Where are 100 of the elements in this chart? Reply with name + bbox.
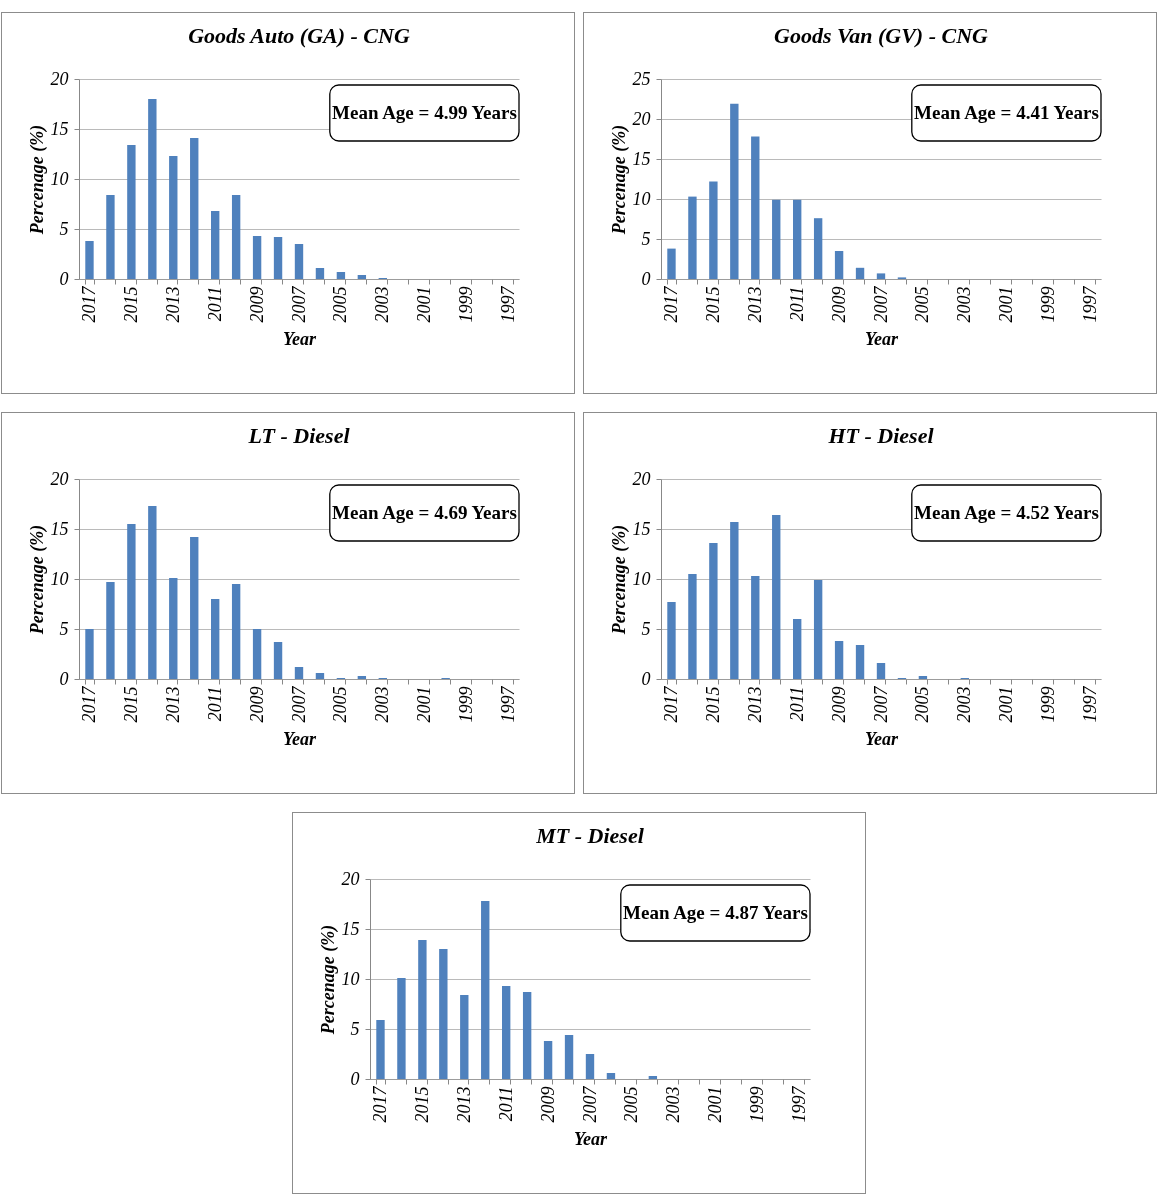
y-tick-label: 10 — [632, 568, 650, 589]
x-tick-label: 2017 — [369, 1085, 390, 1123]
x-tick-label: 2013 — [744, 286, 765, 323]
bar — [834, 251, 843, 279]
bar — [606, 1073, 615, 1079]
x-tick-label: 1997 — [788, 1085, 809, 1123]
y-axis-title: Percenage (%) — [608, 124, 629, 236]
bar — [315, 673, 324, 679]
bar — [813, 218, 822, 279]
x-tick-label: 2009 — [246, 286, 267, 323]
bar — [84, 629, 94, 679]
y-tick-label: 20 — [50, 68, 68, 89]
bar — [126, 145, 136, 279]
bar — [666, 602, 676, 679]
x-tick-label: 2017 — [660, 285, 681, 323]
bar — [792, 619, 801, 679]
x-tick-label: 2005 — [620, 1086, 641, 1123]
bar — [792, 199, 801, 279]
y-tick-label: 15 — [50, 118, 68, 139]
chart-title: MT - Diesel — [534, 823, 645, 848]
y-tick-label: 5 — [59, 618, 68, 639]
x-tick-label: 2015 — [120, 286, 141, 323]
bar — [417, 940, 427, 1079]
x-tick-label: 2011 — [786, 286, 807, 322]
bar — [543, 1041, 552, 1079]
bar — [273, 237, 282, 279]
bar — [189, 138, 198, 279]
x-tick-label: 2013 — [162, 286, 183, 323]
x-tick-label: 2007 — [288, 285, 308, 323]
bar — [459, 995, 468, 1079]
y-tick-label: 0 — [59, 668, 68, 689]
bar — [750, 576, 759, 679]
bar — [750, 136, 759, 279]
bar — [648, 1076, 657, 1079]
bar — [813, 580, 822, 679]
y-tick-label: 15 — [632, 518, 650, 539]
x-tick-label: 2005 — [329, 286, 350, 323]
x-tick-label: 1999 — [1037, 286, 1058, 323]
y-tick-label: 0 — [59, 268, 68, 289]
y-tick-label: 15 — [50, 518, 68, 539]
bar — [729, 103, 739, 279]
bar — [147, 99, 157, 279]
bar — [357, 676, 366, 679]
x-tick-label: 1999 — [455, 686, 476, 723]
x-tick-label: 2011 — [495, 1086, 516, 1122]
x-tick-label: 2003 — [662, 1086, 683, 1123]
x-axis-title: Year — [282, 728, 317, 749]
x-tick-label: 1997 — [1079, 685, 1100, 723]
x-tick-label: 2007 — [579, 1085, 599, 1123]
bar — [438, 949, 448, 1079]
y-tick-label: 20 — [341, 868, 359, 889]
bar — [252, 629, 261, 679]
y-tick-label: 0 — [350, 1068, 359, 1089]
bar — [210, 599, 219, 679]
x-tick-label: 2009 — [537, 1086, 558, 1123]
bar — [357, 275, 366, 279]
x-tick-label: 2017 — [78, 685, 99, 723]
y-tick-label: 10 — [341, 968, 359, 989]
bar — [855, 645, 864, 679]
x-tick-label: 2013 — [162, 686, 183, 723]
x-tick-label: 2007 — [288, 685, 308, 723]
x-tick-label: 2011 — [204, 686, 225, 722]
bar — [396, 978, 406, 1079]
x-tick-label: 2001 — [413, 286, 434, 323]
x-tick-label: 1999 — [455, 286, 476, 323]
chart-title: HT - Diesel — [826, 423, 934, 448]
bar — [336, 272, 345, 279]
x-tick-label: 2011 — [204, 286, 225, 322]
x-tick-label: 2003 — [371, 686, 392, 723]
y-tick-label: 5 — [59, 218, 68, 239]
y-tick-label: 0 — [641, 668, 650, 689]
y-tick-label: 10 — [632, 188, 650, 209]
x-tick-label: 1997 — [497, 685, 518, 723]
annotation: Mean Age = 4.52 Years — [913, 502, 1099, 523]
bar — [771, 199, 780, 279]
x-tick-label: 2009 — [828, 286, 849, 323]
x-axis-title: Year — [864, 728, 899, 749]
bar — [294, 667, 303, 679]
y-tick-label: 5 — [350, 1018, 359, 1039]
annotation: Mean Age = 4.69 Years — [331, 502, 517, 523]
bar — [480, 901, 489, 1079]
bar — [189, 537, 198, 679]
bar — [105, 582, 115, 679]
chart-title: LT - Diesel — [246, 423, 350, 448]
bar — [231, 584, 240, 679]
x-tick-label: 2017 — [78, 285, 99, 323]
bar — [126, 524, 136, 679]
x-tick-label: 2009 — [828, 686, 849, 723]
bar — [666, 248, 676, 279]
y-axis-title: Percenage (%) — [26, 124, 47, 236]
y-axis-title: Percenage (%) — [317, 924, 338, 1036]
x-tick-label: 2017 — [660, 685, 681, 723]
y-tick-label: 10 — [50, 168, 68, 189]
x-tick-label: 2015 — [411, 1086, 432, 1123]
bar — [522, 992, 531, 1079]
chart-title: Goods Van (GV) - CNG — [773, 23, 988, 48]
bar — [708, 543, 718, 679]
y-tick-label: 15 — [632, 148, 650, 169]
x-tick-label: 2003 — [953, 286, 974, 323]
chart-title: Goods Auto (GA) - CNG — [187, 23, 410, 48]
